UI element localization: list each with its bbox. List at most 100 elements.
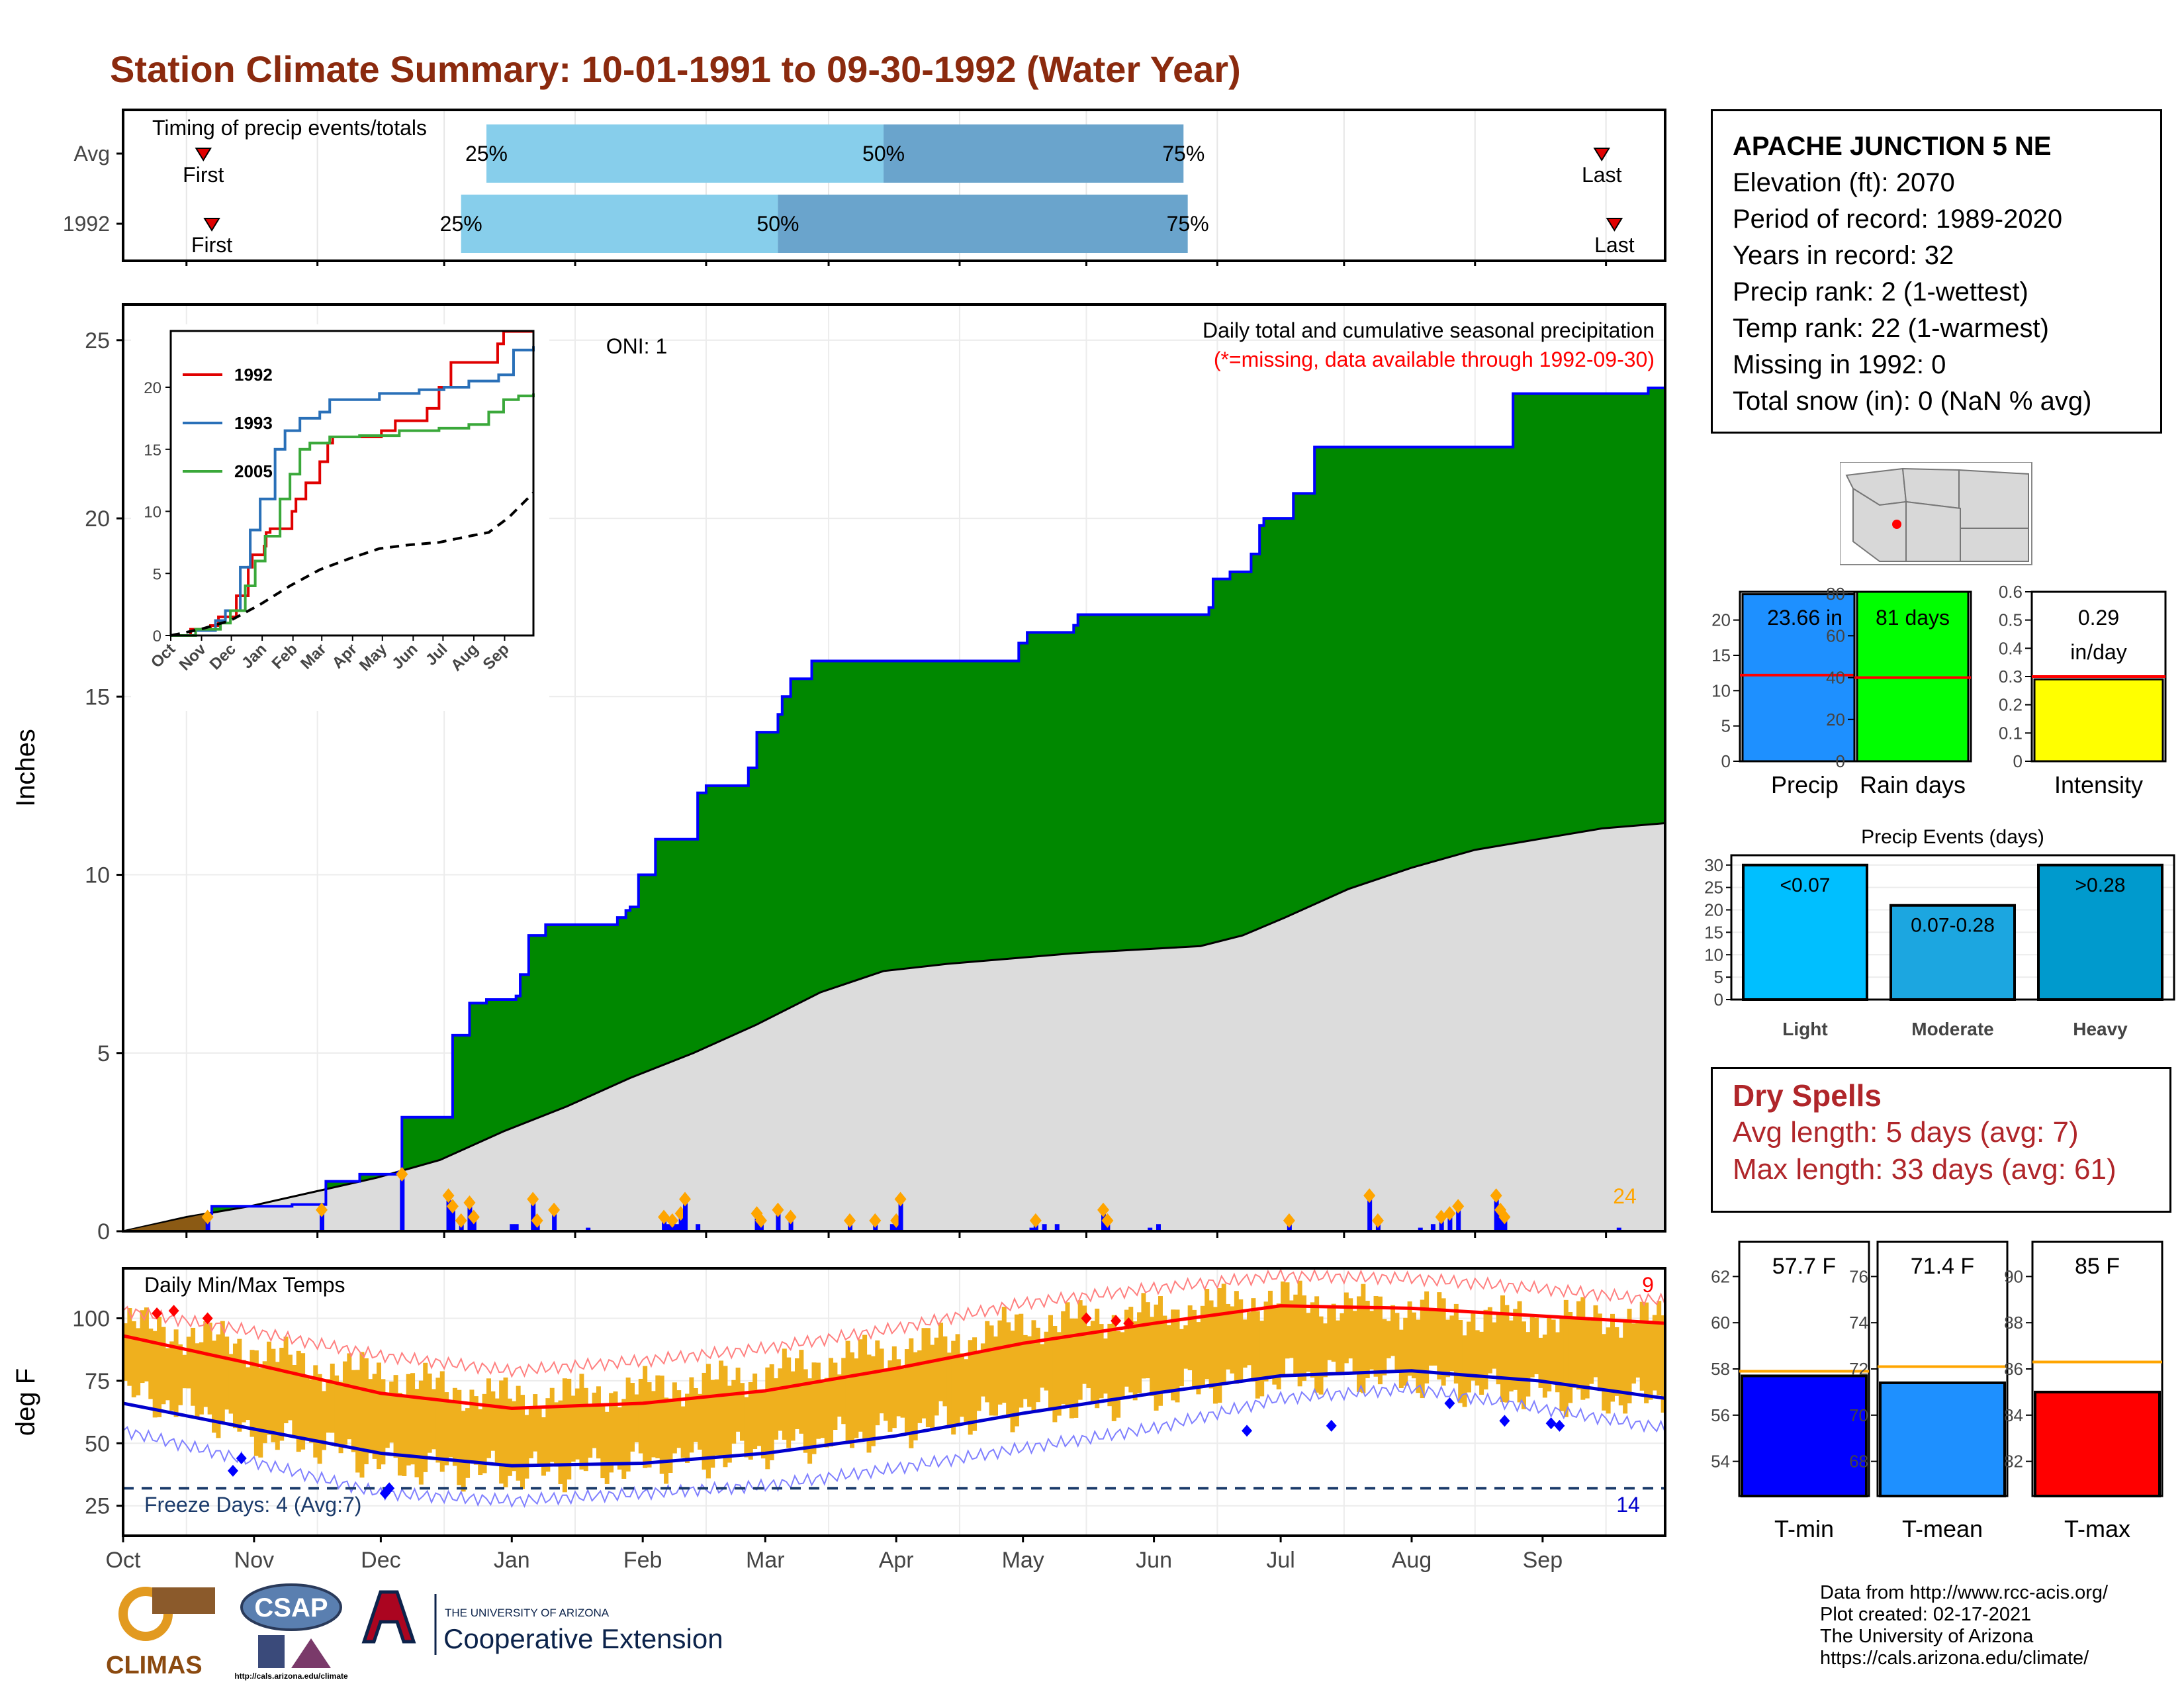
rank-y-tick-label: 20 [1711, 610, 1731, 630]
record-high-marker [1081, 1312, 1092, 1325]
dry-spells-max: Max length: 33 days (avg: 61) [1733, 1153, 2116, 1186]
daily-temp-bar [1627, 1309, 1632, 1403]
events-y-tick-label: 15 [1704, 922, 1723, 942]
daily-temp-bar [347, 1353, 352, 1440]
daily-temp-bar [997, 1320, 1003, 1405]
daily-temp-bar [148, 1329, 154, 1399]
inset-legend-label: 2005 [234, 461, 273, 481]
average-min-line [122, 1369, 1666, 1468]
daily-temp-bar [1340, 1313, 1345, 1376]
rank-value-bar [2033, 678, 2164, 763]
daily-temp-bar [621, 1399, 627, 1479]
daily-temp-bar [925, 1328, 931, 1427]
csap-logo-url: http://cals.arizona.edu/climate [234, 1671, 348, 1681]
temp-x-tick-label: May [1002, 1548, 1044, 1573]
daily-precip-bar [662, 1217, 667, 1231]
daily-temp-bar [592, 1392, 597, 1448]
daily-temp-bar [659, 1376, 664, 1474]
daily-precip-marker [772, 1202, 784, 1217]
daily-temp-bar [503, 1377, 508, 1487]
daily-temp-bar [989, 1325, 994, 1416]
daily-precip-bar [1447, 1213, 1453, 1231]
daily-temp-bar [1255, 1311, 1260, 1399]
daily-temp-bar [334, 1375, 340, 1447]
daily-temp-bar [1238, 1299, 1244, 1382]
tbar-value-bar [1741, 1374, 1868, 1497]
inset-y-tick-label: 10 [144, 504, 161, 522]
daily-temp-bar [224, 1336, 230, 1410]
rank-value-label: 0.29 [2078, 606, 2119, 630]
record-high-marker [1111, 1315, 1122, 1327]
daily-temp-bar [913, 1352, 918, 1440]
daily-temp-bar [1348, 1298, 1353, 1359]
daily-temp-bar [664, 1397, 669, 1484]
first-event-marker [195, 148, 212, 162]
daily-temp-bar [1267, 1290, 1273, 1376]
inset-y-tick-label: 15 [144, 442, 161, 459]
precip-y-tick-label: 20 [85, 506, 110, 532]
daily-precip-bar [471, 1217, 477, 1231]
daily-temp-bar [638, 1378, 643, 1454]
daily-temp-bar [1357, 1296, 1361, 1392]
record-high-marker [1123, 1317, 1134, 1330]
dry-spells-title: Dry Spells [1733, 1078, 1882, 1113]
daily-temp-bar [1580, 1297, 1586, 1400]
last-event-marker [1593, 148, 1611, 162]
daily-temp-bar [486, 1378, 491, 1458]
daily-temp-bar [1217, 1288, 1222, 1403]
daily-temp-bar [212, 1340, 217, 1433]
daily-temp-bar [803, 1369, 808, 1453]
daily-temp-bar [1314, 1296, 1320, 1393]
daily-precip-marker [1498, 1209, 1511, 1225]
daily-temp-bar [647, 1382, 652, 1468]
daily-precip-bar [683, 1199, 688, 1231]
station-location-marker [1892, 520, 1901, 529]
inset-series-line [170, 491, 535, 637]
daily-temp-bar [1652, 1315, 1657, 1391]
daily-temp-bar [191, 1327, 196, 1406]
daily-temp-bar [393, 1375, 398, 1458]
daily-temp-bar [195, 1343, 200, 1419]
daily-precip-bar [889, 1224, 895, 1231]
daily-temp-bar [1234, 1291, 1239, 1384]
station-info-line: Period of record: 1989-2020 [1733, 205, 2063, 234]
daily-temp-bar [1492, 1322, 1497, 1369]
daily-precip-marker [201, 1209, 214, 1225]
daily-temp-bar [512, 1401, 517, 1472]
daily-temp-bar [199, 1342, 204, 1415]
daily-temp-bar [1145, 1302, 1150, 1379]
tbar-x-label: T-min [1774, 1515, 1834, 1542]
daily-temp-bar [1077, 1300, 1083, 1400]
daily-precip-bar [788, 1217, 794, 1231]
daily-temp-bar [1445, 1319, 1451, 1378]
daily-temp-bar [1183, 1325, 1189, 1369]
rank-y-tick-label: 15 [1711, 645, 1731, 665]
tbar-value-bar [1879, 1381, 2006, 1497]
daily-temp-bar [858, 1339, 863, 1432]
daily-precip-marker [446, 1199, 459, 1214]
station-name: APACHE JUNCTION 5 NE [1733, 132, 2052, 161]
csap-logo: CSAP http://cals.arizona.edu/climate [234, 1583, 348, 1681]
credit-line: Data from http://www.rcc-acis.org/ [1820, 1582, 2109, 1603]
daily-precip-marker [1490, 1188, 1502, 1203]
daily-temp-bar [588, 1404, 593, 1458]
daily-temp-bar [262, 1361, 267, 1444]
daily-temp-bar [1336, 1320, 1341, 1374]
daily-temp-bar [1120, 1332, 1125, 1399]
daily-temp-bar [866, 1354, 872, 1453]
daily-temp-bar [1221, 1284, 1226, 1384]
tbar-y-tick-label: 90 [2004, 1266, 2023, 1286]
record-low-marker [1545, 1417, 1557, 1430]
daily-temp-bar [705, 1364, 711, 1479]
rank-y-tick-label: 5 [1721, 716, 1731, 736]
daily-temp-bar [567, 1378, 572, 1479]
daily-temp-bar [418, 1380, 424, 1485]
precip-chart-subtitle: (*=missing, data available through 1992-… [1214, 348, 1655, 371]
daily-temp-bar [1453, 1303, 1459, 1384]
daily-temp-bar [136, 1328, 141, 1395]
daily-temp-bar [461, 1411, 466, 1492]
average-precip-area [123, 823, 1665, 1231]
daily-temp-bar [1555, 1332, 1561, 1393]
daily-temp-bar [250, 1350, 255, 1437]
daily-precip-marker [869, 1213, 882, 1228]
